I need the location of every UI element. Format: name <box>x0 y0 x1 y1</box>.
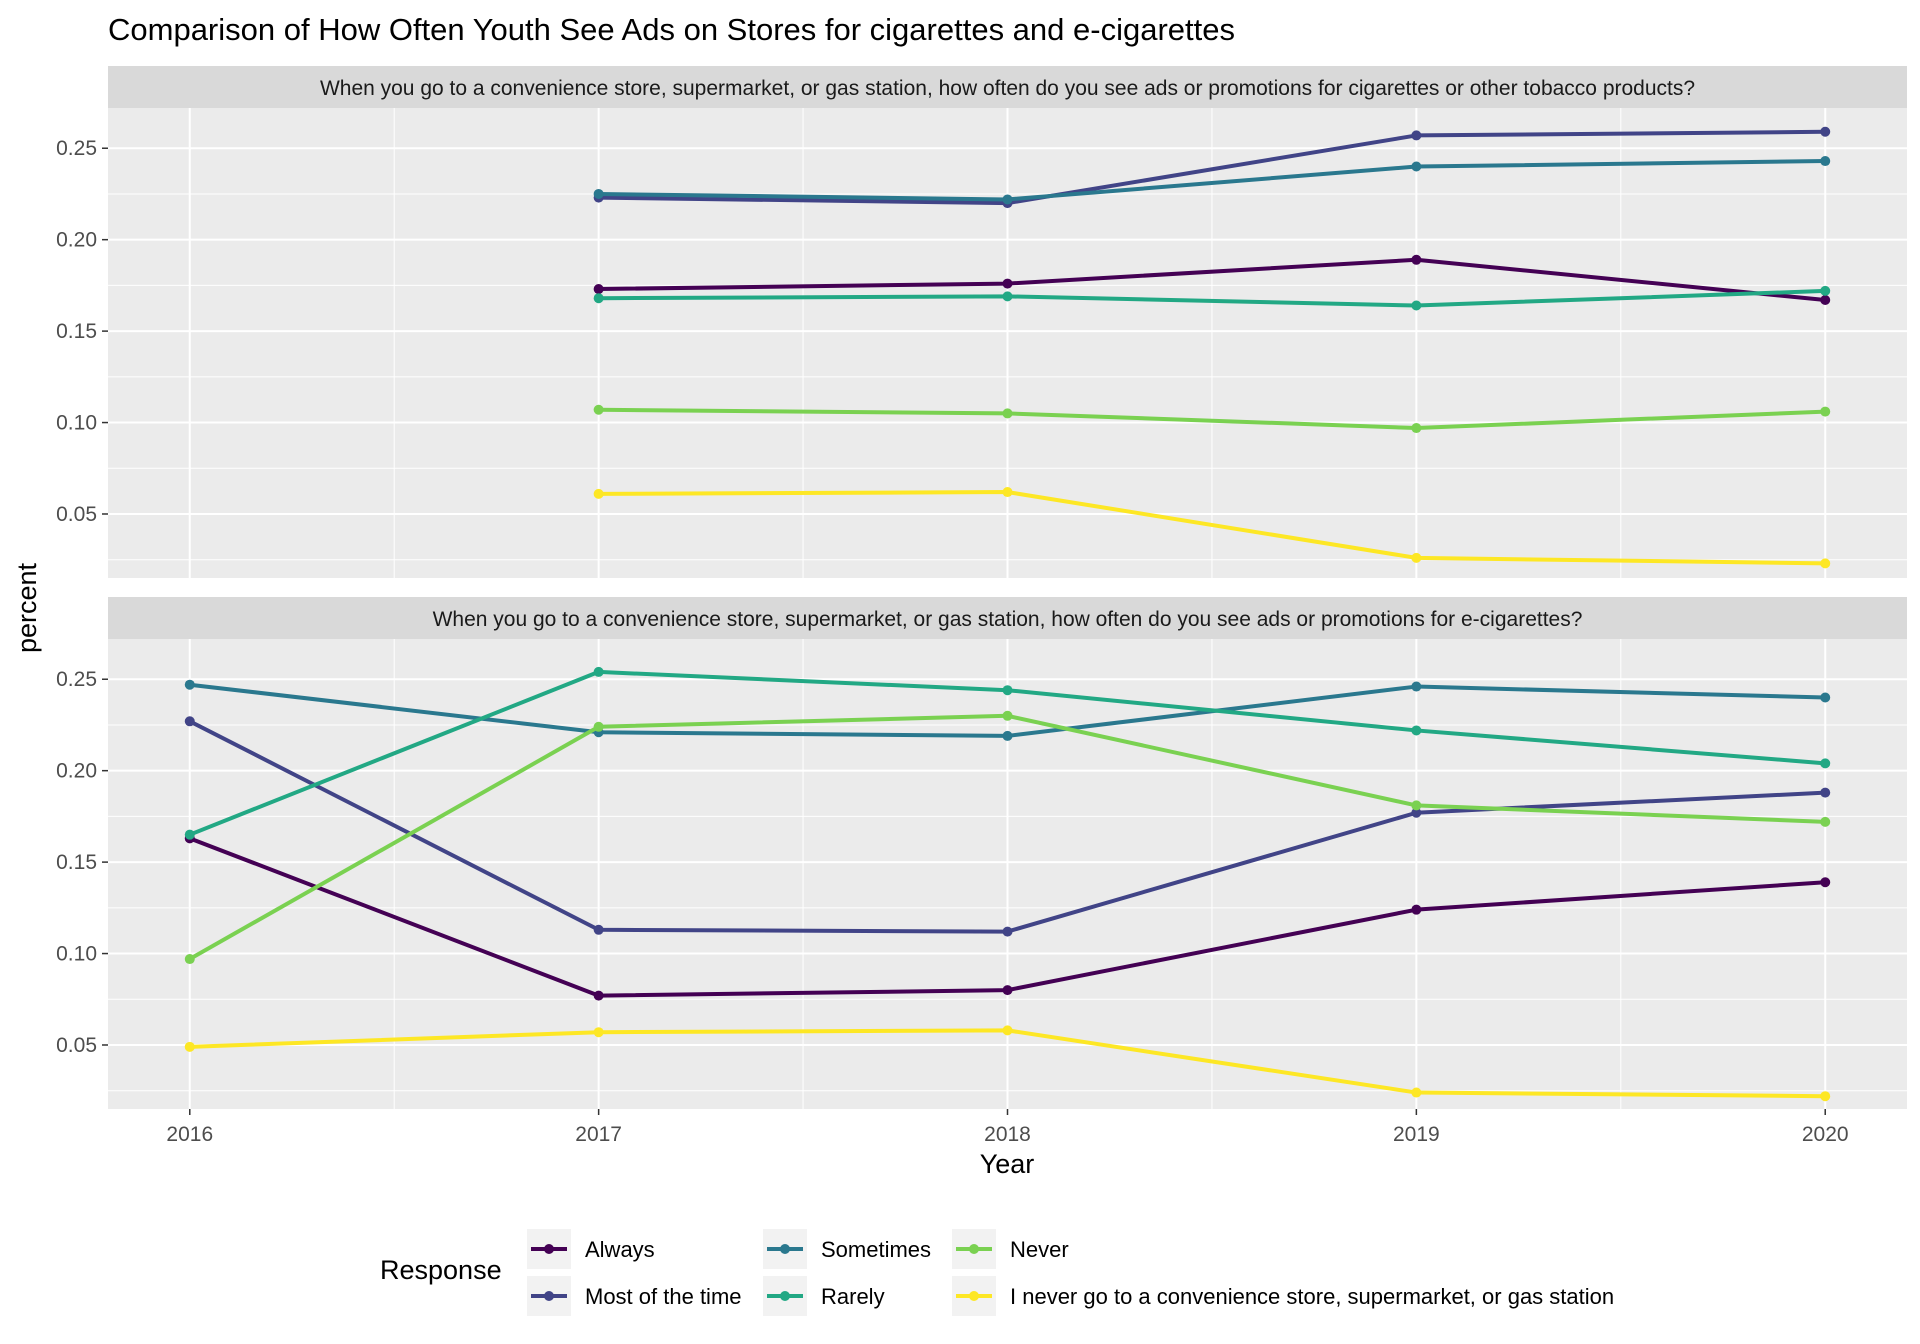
data-point <box>593 666 604 677</box>
data-point <box>1002 710 1013 721</box>
y-axis-title: percent <box>12 562 42 653</box>
data-point <box>1002 291 1013 302</box>
data-point <box>1411 161 1422 172</box>
legend-title: Response <box>380 1255 502 1285</box>
legend-label: Never <box>1010 1237 1069 1262</box>
y-tick-label: 0.25 <box>56 668 97 691</box>
data-point <box>593 404 604 415</box>
data-point <box>1820 877 1831 888</box>
y-tick-label: 0.20 <box>56 229 97 252</box>
data-point <box>1002 278 1013 289</box>
data-point <box>1002 194 1013 205</box>
panel-2: When you go to a convenience store, supe… <box>56 597 1907 1109</box>
data-point <box>1411 1087 1422 1098</box>
series-line <box>598 407 1826 431</box>
data-point <box>1002 408 1013 419</box>
y-tick-label: 0.15 <box>56 851 97 874</box>
data-point <box>1820 156 1831 167</box>
data-point <box>1820 295 1831 306</box>
facet-panels: When you go to a convenience store, supe… <box>56 66 1907 1109</box>
series-line <box>598 159 1826 202</box>
data-point <box>1820 126 1831 137</box>
y-tick-label: 0.20 <box>56 760 97 783</box>
data-point <box>593 188 604 199</box>
data-point <box>1411 681 1422 692</box>
y-tick-label: 0.10 <box>56 943 97 966</box>
legend-key-point <box>780 1244 790 1254</box>
y-tick-label: 0.25 <box>56 137 97 160</box>
x-axis: 2016 2017 2018 2019 2020 <box>166 1109 1849 1146</box>
facet-strip-label: When you go to a convenience store, supe… <box>320 77 1695 100</box>
legend-key-point <box>780 1291 790 1301</box>
data-point <box>1820 285 1831 296</box>
data-point <box>1411 725 1422 736</box>
y-tick-label: 0.10 <box>56 412 97 435</box>
data-point <box>593 284 604 295</box>
series-line <box>598 490 1826 566</box>
x-axis-title: Year <box>980 1149 1035 1179</box>
series-line <box>598 129 1826 206</box>
data-point <box>1820 1091 1831 1102</box>
data-point <box>1411 800 1422 811</box>
facet-strip <box>108 597 1907 639</box>
data-point <box>593 990 604 1001</box>
data-point <box>1002 1025 1013 1036</box>
data-point <box>1411 130 1422 141</box>
x-tick-label: 2018 <box>984 1123 1031 1146</box>
data-point <box>184 679 195 690</box>
y-tick-label: 0.15 <box>56 320 97 343</box>
data-point <box>1820 558 1831 569</box>
data-point <box>1411 552 1422 563</box>
data-point <box>184 954 195 965</box>
series-line <box>598 288 1826 308</box>
legend-label: Always <box>585 1237 655 1262</box>
series-line <box>598 257 1826 303</box>
legend-label: Most of the time <box>585 1284 742 1309</box>
data-point <box>1820 787 1831 798</box>
legend-key-point <box>544 1244 554 1254</box>
data-point <box>1411 254 1422 265</box>
x-tick-label: 2017 <box>575 1123 622 1146</box>
data-point <box>1002 685 1013 696</box>
data-point <box>1411 423 1422 434</box>
data-point <box>1002 730 1013 741</box>
x-tick-label: 2019 <box>1393 1123 1440 1146</box>
data-point <box>184 716 195 727</box>
data-point <box>1820 758 1831 769</box>
chart-title: Comparison of How Often Youth See Ads on… <box>108 12 1235 47</box>
y-tick-label: 0.05 <box>56 503 97 526</box>
data-point <box>1411 807 1422 818</box>
data-point <box>1820 406 1831 417</box>
data-point <box>1820 692 1831 703</box>
data-point <box>593 488 604 499</box>
data-point <box>1411 904 1422 915</box>
legend-key-point <box>969 1291 979 1301</box>
legend-label: Sometimes <box>821 1237 931 1262</box>
facet-strip-label: When you go to a convenience store, supe… <box>433 608 1583 631</box>
y-tick-label: 0.05 <box>56 1034 97 1057</box>
data-point <box>593 924 604 935</box>
data-point <box>1820 816 1831 827</box>
legend-label: I never go to a convenience store, super… <box>1010 1284 1614 1309</box>
data-point <box>593 721 604 732</box>
data-point <box>184 829 195 840</box>
x-tick-label: 2020 <box>1802 1123 1849 1146</box>
legend-key-point <box>969 1244 979 1254</box>
data-point <box>1002 985 1013 996</box>
facet-strip <box>108 66 1907 108</box>
panel-1: When you go to a convenience store, supe… <box>56 66 1907 578</box>
data-point <box>184 1041 195 1052</box>
data-point <box>593 293 604 304</box>
legend-key-point <box>544 1291 554 1301</box>
legend: Response Always Most of the time Sometimes… <box>380 1229 1614 1316</box>
data-point <box>593 1027 604 1038</box>
legend-label: Rarely <box>821 1284 885 1309</box>
data-point <box>1002 487 1013 498</box>
x-tick-label: 2016 <box>166 1123 213 1146</box>
data-point <box>1411 300 1422 311</box>
data-point <box>1002 926 1013 937</box>
